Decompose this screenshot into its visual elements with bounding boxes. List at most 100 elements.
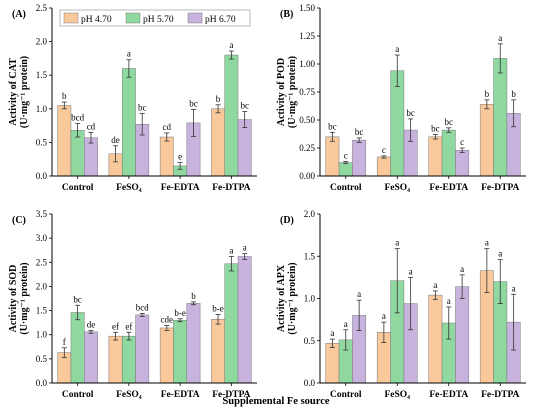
y-axis-label-line: Activity of POD — [276, 58, 287, 126]
figure-x-axis-label: Supplemental Fe source — [222, 396, 329, 407]
category-label: Fe-DTPA — [481, 183, 519, 193]
significance-letter: bc — [406, 108, 415, 118]
significance-letter: a — [382, 311, 386, 321]
significance-letter: a — [409, 266, 413, 276]
significance-letter: a — [395, 238, 399, 248]
significance-letter: a — [243, 243, 247, 253]
significance-letter: bcd — [136, 302, 149, 312]
y-tick-label: 0.0 — [36, 171, 48, 181]
bar — [84, 331, 98, 384]
category-label: Control — [330, 183, 362, 193]
y-tick-label: 1.0 — [304, 294, 316, 304]
category-label: Fe-EDTA — [429, 183, 468, 193]
category-label: Fe-DTPA — [212, 183, 250, 193]
significance-letter: ef — [112, 321, 119, 331]
bar — [325, 343, 340, 384]
significance-letter: a — [395, 44, 399, 54]
y-tick-label: 0.5 — [36, 354, 48, 364]
y-axis-label-unit: (U·mg⁻¹ protein) — [287, 262, 298, 334]
legend-swatch — [125, 12, 141, 24]
y-tick-label: 1.0 — [36, 104, 48, 114]
bar — [376, 156, 391, 177]
y-axis-label-unit: (U·mg⁻¹ protein) — [19, 262, 30, 334]
significance-letter: ef — [125, 321, 132, 331]
y-axis-label: Activity of SOD(U·mg⁻¹ protein) — [8, 262, 30, 334]
category-label: FeSO₄ — [384, 183, 410, 193]
panel-b: 0.000.250.500.751.001.251.50bccbcbcabcab… — [276, 3, 526, 193]
y-tick-label: 0.0 — [36, 378, 48, 388]
significance-letter: bc — [73, 294, 82, 304]
significance-letter: b-e — [174, 308, 186, 318]
y-tick-label: 2.0 — [36, 281, 48, 291]
category-label: Fe-EDTA — [429, 390, 468, 400]
bar — [441, 129, 456, 177]
bar — [108, 335, 123, 384]
bar — [455, 149, 470, 177]
significance-letter: a — [447, 296, 451, 306]
category-label: Fe-EDTA — [161, 390, 200, 400]
significance-letter: a — [498, 33, 502, 43]
bar — [224, 54, 239, 177]
legend-swatch — [187, 12, 203, 24]
y-tick-label: 1.50 — [299, 3, 315, 13]
panel-label: (B) — [280, 9, 293, 20]
y-tick-label: 0.0 — [304, 378, 316, 388]
category-label: Control — [330, 390, 362, 400]
y-axis-label-line: Activity of SOD — [8, 265, 19, 333]
category-label: Fe-DTPA — [212, 390, 250, 400]
bar — [338, 162, 353, 177]
y-tick-label: 3.0 — [36, 233, 48, 243]
bar — [211, 319, 225, 384]
y-axis-label-unit: (U·mg⁻¹ protein) — [19, 56, 30, 128]
significance-letter: a — [512, 283, 516, 293]
y-axis-label-line: Activity of CAT — [8, 58, 19, 126]
category-label: FeSO₄ — [116, 390, 142, 400]
bar — [135, 314, 150, 384]
y-tick-label: 0.00 — [299, 171, 315, 181]
y-tick-label: 1.5 — [36, 306, 48, 316]
significance-letter: a — [357, 289, 361, 299]
legend: pH 4.70 pH 5.70 pH 6.70 — [59, 9, 251, 27]
bar — [325, 136, 340, 177]
significance-letter: a — [433, 280, 437, 290]
y-tick-label: 1.5 — [304, 251, 316, 261]
y-tick-label: 1.00 — [299, 59, 315, 69]
significance-letter: b — [216, 94, 221, 104]
category-label: FeSO₄ — [384, 390, 410, 400]
category-label: Control — [62, 390, 94, 400]
y-tick-label: 0.5 — [304, 336, 316, 346]
bar — [224, 263, 239, 384]
significance-letter: c — [382, 145, 386, 155]
significance-letter: de — [87, 319, 96, 329]
bar — [352, 139, 367, 177]
y-tick-label: 2.0 — [36, 37, 48, 47]
panel-a: 0.0 0.5 1.0 1.5 2.0 2.5 b de cd b bcd a e a cd bc bc bc Co… — [8, 3, 257, 193]
bar — [57, 105, 72, 177]
bar — [70, 312, 85, 384]
category-label: Control — [62, 183, 94, 193]
significance-letter: b-e — [212, 303, 224, 313]
legend-swatch — [63, 12, 79, 24]
significance-letter: b — [62, 91, 67, 101]
significance-letter: a — [498, 249, 502, 259]
bar — [211, 108, 225, 177]
significance-letter: bcd — [71, 113, 84, 123]
significance-letter: a — [127, 49, 131, 59]
y-axis-label-line: Activity of APX — [276, 264, 287, 332]
significance-letter: b — [511, 89, 516, 99]
significance-letter: bc — [189, 98, 198, 108]
y-tick-label: 3.5 — [36, 209, 48, 219]
significance-letter: f — [63, 337, 66, 347]
legend-label: pH 5.70 — [143, 15, 174, 25]
category-label: FeSO₄ — [116, 183, 142, 193]
significance-letter: a — [485, 238, 489, 248]
category-label: Fe-EDTA — [161, 183, 200, 193]
y-tick-label: 0.25 — [299, 143, 315, 153]
bar — [428, 136, 443, 177]
significance-letter: cd — [163, 122, 172, 132]
significance-letter: b — [485, 89, 490, 99]
bar — [159, 327, 174, 384]
significance-letter: a — [330, 328, 334, 338]
